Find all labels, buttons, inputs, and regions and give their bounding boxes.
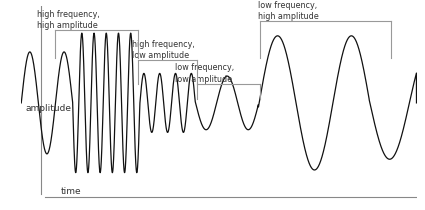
Text: high frequency,
low amplitude: high frequency, low amplitude [132,40,195,60]
Text: low frequency,
low amplitude: low frequency, low amplitude [176,63,235,84]
Text: amplitude: amplitude [25,104,71,113]
Text: time: time [61,187,82,196]
Text: low frequency,
high amplitude: low frequency, high amplitude [258,1,319,21]
Text: high frequency,
high amplitude: high frequency, high amplitude [37,10,100,30]
